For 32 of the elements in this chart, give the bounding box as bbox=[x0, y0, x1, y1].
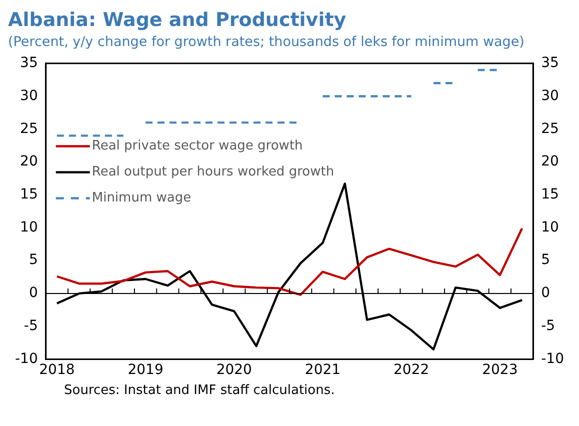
y2-tick-label: 35 bbox=[541, 55, 559, 72]
y-tick-label: 35 bbox=[20, 55, 38, 72]
y2-tick-label: 15 bbox=[541, 186, 559, 203]
legend-label: Real private sector wage growth bbox=[92, 138, 303, 154]
y2-tick-label: 5 bbox=[541, 252, 550, 268]
y2-tick-label: 0 bbox=[541, 285, 550, 302]
y-tick-label: 5 bbox=[28, 252, 38, 268]
legend-label: Minimum wage bbox=[92, 190, 192, 206]
source-note: Sources: Instat and IMF staff calculations. bbox=[63, 382, 336, 400]
y-tick-label: -5 bbox=[24, 318, 38, 334]
y2-tick-label: 20 bbox=[541, 154, 559, 170]
x-tick-label: 2023 bbox=[482, 362, 518, 378]
y-tick-label: 10 bbox=[20, 219, 38, 236]
x-tick-label: 2018 bbox=[39, 362, 75, 378]
y-tick-label: 15 bbox=[20, 186, 38, 203]
y-tick-label: 30 bbox=[20, 88, 38, 104]
y2-tick-label: 10 bbox=[541, 219, 559, 236]
x-tick-label: 2020 bbox=[216, 362, 252, 378]
y2-tick-label: -5 bbox=[541, 318, 556, 334]
legend-label: Real output per hours worked growth bbox=[92, 164, 334, 180]
chart-title: Albania: Wage and Productivity bbox=[8, 8, 348, 32]
y-tick-label: -10 bbox=[14, 350, 38, 367]
y-tick-label: 25 bbox=[20, 120, 38, 137]
x-tick-label: 2019 bbox=[128, 362, 164, 378]
y-tick-label: 0 bbox=[28, 285, 38, 302]
y2-tick-label: 30 bbox=[541, 88, 559, 104]
chart-subtitle: (Percent, y/y change for growth rates; thousands of leks for minimum wage) bbox=[8, 33, 526, 52]
y-tick-label: 20 bbox=[20, 154, 38, 170]
y2-tick-label: 25 bbox=[541, 120, 559, 137]
x-tick-label: 2022 bbox=[393, 362, 430, 378]
y2-tick-label: -10 bbox=[541, 350, 564, 367]
x-tick-label: 2021 bbox=[304, 362, 341, 378]
